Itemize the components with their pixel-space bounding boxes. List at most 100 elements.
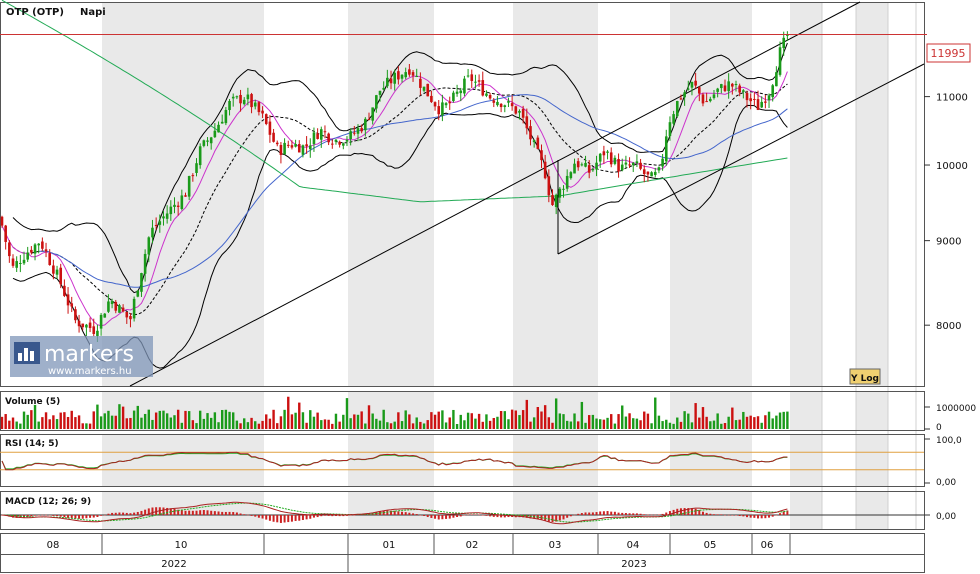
candle-body <box>268 121 272 135</box>
macd-histogram-bar <box>635 513 638 515</box>
macd-histogram-bar <box>246 514 249 516</box>
volume-bar <box>356 414 360 429</box>
candle-body <box>734 84 738 86</box>
shading-band <box>102 491 264 529</box>
volume-bar <box>661 421 664 429</box>
candle-body <box>224 109 228 124</box>
volume-bar <box>646 413 650 429</box>
macd-histogram-bar <box>122 512 125 515</box>
candle-body <box>279 145 283 155</box>
candle-body <box>257 102 261 113</box>
candle-body <box>510 103 514 107</box>
candle-body <box>184 195 187 197</box>
macd-histogram-bar <box>555 515 558 522</box>
volume-bar <box>338 421 341 429</box>
candle-body <box>96 330 99 336</box>
shading-band <box>790 391 822 430</box>
candle-body <box>371 107 374 121</box>
macd-histogram-bar <box>602 511 605 515</box>
panel-border <box>0 434 925 487</box>
candle-body <box>521 108 525 118</box>
scale-mode-label: Y Log <box>850 374 879 384</box>
candle-body <box>492 100 496 103</box>
macd-histogram-bar <box>467 514 470 516</box>
candle-body <box>59 267 63 285</box>
candle-body <box>173 204 176 207</box>
candle-body <box>213 130 217 138</box>
macd-histogram-bar <box>125 512 128 515</box>
macd-histogram-bar <box>500 515 503 518</box>
candle-body <box>162 216 165 219</box>
volume-bar <box>441 410 444 429</box>
candle-body <box>584 162 587 167</box>
candle-body <box>125 311 129 318</box>
macd-histogram-bar <box>430 515 433 518</box>
candle-body <box>635 161 639 164</box>
volume-bar <box>459 414 462 429</box>
volume-bar <box>734 420 738 429</box>
candle-body <box>775 72 778 87</box>
volume-bar <box>96 404 99 429</box>
volume-bar <box>261 420 264 429</box>
macd-histogram-bar <box>144 509 147 515</box>
volume-bar <box>492 418 495 429</box>
macd-histogram-bar <box>720 514 723 515</box>
macd-histogram-bar <box>562 515 565 520</box>
volume-bar <box>499 411 503 429</box>
candle-body <box>448 101 452 104</box>
macd-histogram-bar <box>250 515 253 516</box>
volume-bar <box>650 423 653 429</box>
candle-body <box>165 213 169 219</box>
volume-bar <box>687 413 690 429</box>
candle-body <box>745 93 749 101</box>
candle-body <box>132 298 136 319</box>
macd-histogram-bar <box>643 514 646 515</box>
volume-bar <box>77 415 81 429</box>
candle-body <box>679 98 683 100</box>
candle-body <box>191 175 195 177</box>
volume-bar <box>70 410 73 429</box>
chart-title: OTP (OTP) <box>6 7 64 18</box>
volume-bar <box>301 412 305 429</box>
macd-histogram-bar <box>67 515 70 518</box>
macd-histogram-bar <box>390 510 393 515</box>
volume-bar <box>0 416 4 429</box>
candle-body <box>26 252 29 260</box>
volume-bar <box>404 410 407 429</box>
scale-mode-button[interactable] <box>849 368 881 385</box>
volume-bar <box>290 414 294 429</box>
markers-logo: markers www.markers.hu <box>10 336 153 377</box>
macd-histogram-bar <box>445 515 448 519</box>
candle-body <box>250 94 253 108</box>
candle-body <box>422 86 426 91</box>
macd-histogram-bar <box>463 515 466 516</box>
macd-histogram-bar <box>316 515 319 518</box>
macd-histogram-bar <box>151 507 154 515</box>
macd-histogram-bar <box>232 512 235 515</box>
candle-body <box>503 105 507 107</box>
price-tick-label: 8000 <box>936 321 961 332</box>
last-price-label: 11995 <box>931 47 966 60</box>
volume-bar <box>81 423 84 429</box>
volume-bar <box>617 414 620 429</box>
volume-bar <box>466 412 470 429</box>
candle-body <box>283 142 286 155</box>
candle-body <box>239 94 242 104</box>
candle-body <box>235 96 239 98</box>
volume-bar <box>386 422 389 429</box>
candle-body <box>675 101 679 117</box>
macd-histogram-bar <box>738 515 741 517</box>
volume-bar <box>400 421 404 429</box>
volume-bar <box>419 421 422 429</box>
macd-histogram-bar <box>301 515 304 520</box>
candle-body <box>202 140 206 146</box>
macd-histogram-bar <box>672 509 675 515</box>
macd-histogram-bar <box>621 512 624 515</box>
macd-histogram-bar <box>771 515 774 517</box>
volume-bar <box>316 412 319 429</box>
candle-body <box>242 99 246 105</box>
volume-bar <box>712 420 716 429</box>
candle-body <box>169 206 173 215</box>
candle-body <box>77 320 81 327</box>
